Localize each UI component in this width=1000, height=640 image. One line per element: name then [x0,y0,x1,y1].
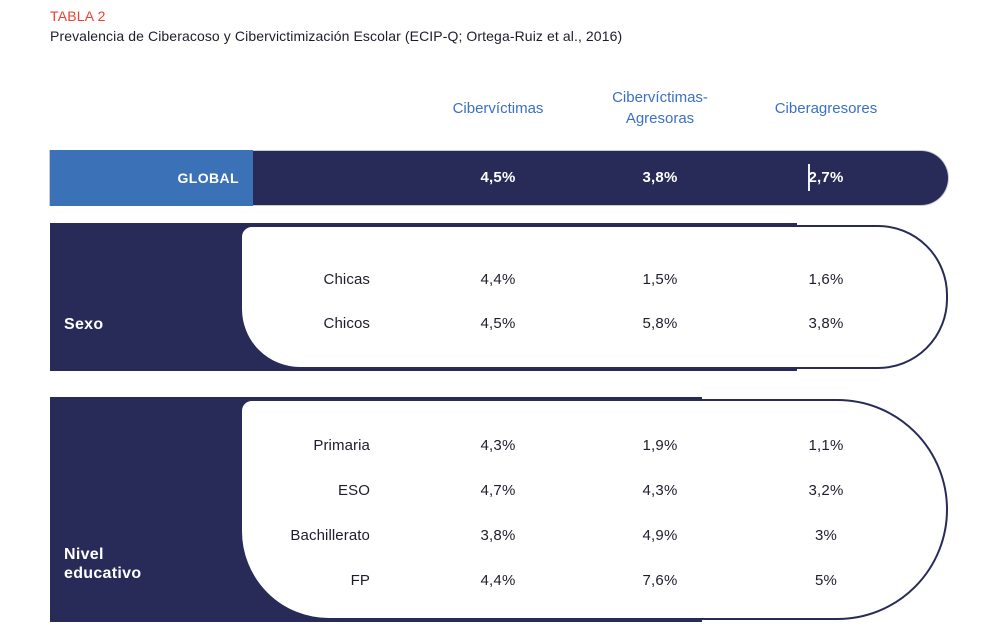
global-row-accent-block [50,150,253,206]
global-value-cibervictimas-agresoras: 3,8% [642,169,678,186]
text-cursor-artifact [808,164,810,191]
section-nivel-panel [240,399,948,620]
cell-value: 4,3% [480,437,516,454]
cell-value: 4,4% [480,271,516,288]
cell-value: 4,3% [642,482,678,499]
cell-value: 4,7% [480,482,516,499]
row-label: ESO [338,482,370,499]
global-value-cibervictimas: 4,5% [480,169,516,186]
section-nivel-educativo: Nivel educativo Primaria 4,3% 1,9% 1,1% … [50,397,948,622]
cell-value: 4,9% [642,527,678,544]
cell-value: 5,8% [642,315,678,332]
section-sexo-label: Sexo [64,316,104,333]
cell-value: 1,9% [642,437,678,454]
row-label: Primaria [313,437,370,454]
cell-value: 5% [814,572,838,589]
column-header-cibervictimas-agresoras: Cibervíctimas-Agresoras [612,89,708,127]
column-header-cibervictimas: Cibervíctimas [452,99,544,117]
table-row-chicos: Chicos 4,5% 5,8% 3,8% [50,315,948,335]
cell-value: 4,4% [480,572,516,589]
cell-value: 3,8% [808,315,844,332]
global-row: GLOBAL 4,5% 3,8% 2,7% [50,150,948,206]
cell-value: 1,1% [808,437,844,454]
table-row-fp: FP 4,4% 7,6% 5% [50,572,948,592]
cell-value: 3,2% [808,482,844,499]
cell-value: 4,5% [480,315,516,332]
global-value-ciberagresores: 2,7% [808,169,844,186]
table-row-bachillerato: Bachillerato 3,8% 4,9% 3% [50,527,948,547]
section-nivel-label: Nivel educativo [64,546,142,582]
cell-value: 1,5% [642,271,678,288]
cell-value: 7,6% [642,572,678,589]
table-title: Prevalencia de Ciberacoso y Cibervictimi… [50,28,623,44]
cell-value: 3,8% [480,527,516,544]
column-header-ciberagresores: Ciberagresores [774,99,878,117]
section-sexo: Sexo Chicas 4,4% 1,5% 1,6% Chicos 4,5% 5… [50,223,948,371]
row-label: Chicas [323,271,370,288]
row-label: Chicos [323,315,370,332]
table-row-eso: ESO 4,7% 4,3% 3,2% [50,482,948,502]
cell-value: 1,6% [808,271,844,288]
cell-value: 3% [814,527,838,544]
table-row-chicas: Chicas 4,4% 1,5% 1,6% [50,271,948,291]
global-row-label: GLOBAL [177,170,239,186]
table-row-primaria: Primaria 4,3% 1,9% 1,1% [50,437,948,457]
row-label: FP [350,572,370,589]
table-tag: TABLA 2 [50,8,106,24]
row-label: Bachillerato [290,527,370,544]
section-sexo-panel [240,225,948,369]
